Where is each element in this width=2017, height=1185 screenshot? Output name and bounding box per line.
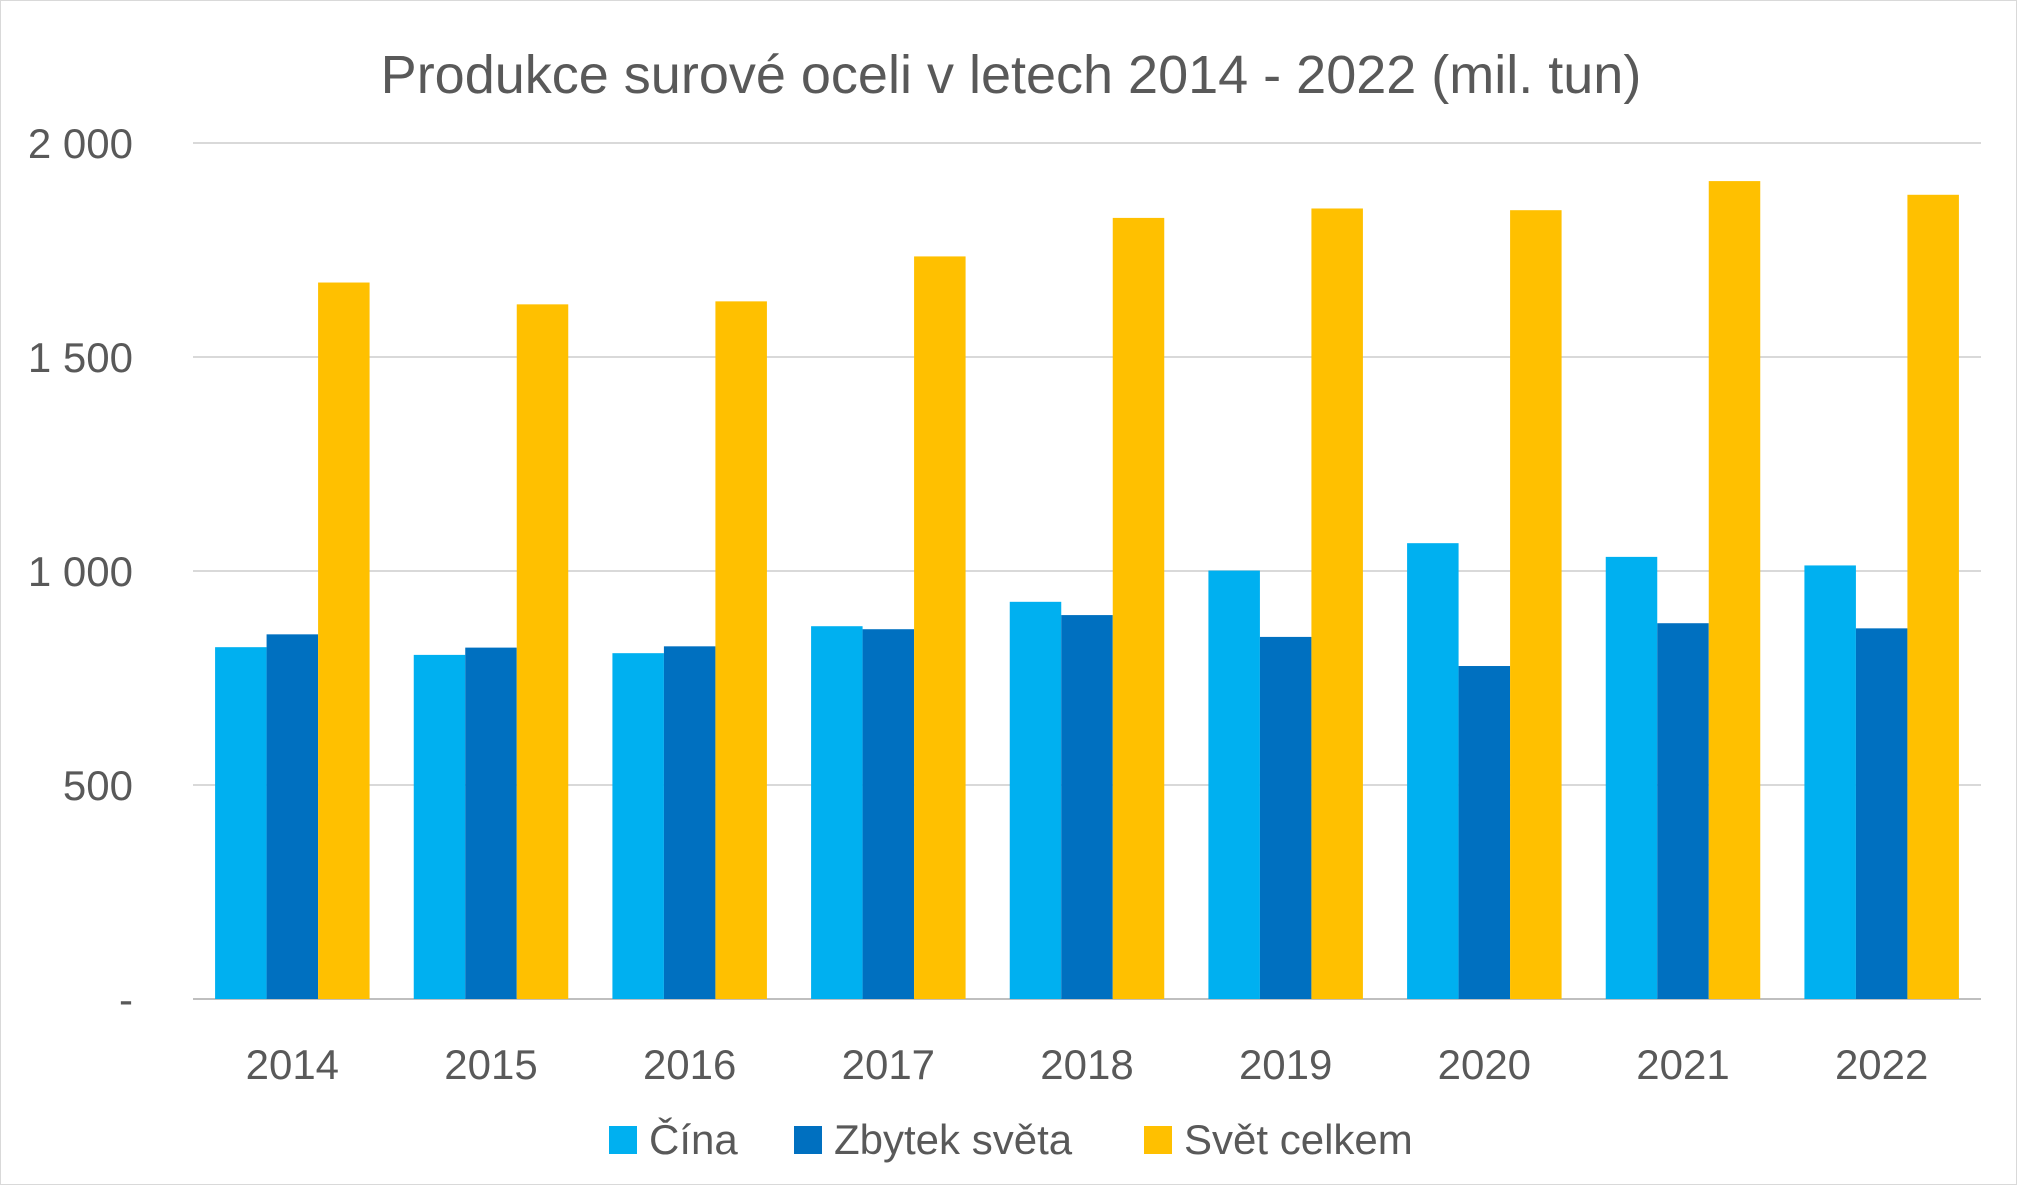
bar-2018-1 [1061,615,1113,999]
bar-2021-0 [1605,556,1658,999]
x-tick-label: 2017 [842,1041,935,1088]
bar-2021-2 [1708,181,1761,1000]
legend-label: Čína [649,1116,738,1163]
legend: Čína Zbytek světa Svět celkem [609,1116,1413,1163]
bar-2019-0 [1208,570,1260,999]
bar-2015-2 [516,304,569,1000]
bar-2016-1 [663,646,716,999]
legend-swatch [1144,1126,1172,1154]
y-tick-label: 500 [63,762,133,809]
bar-2014-1 [266,634,319,999]
bar-2017-0 [811,626,863,999]
legend-swatch [794,1126,822,1154]
y-tick-label: - [119,976,133,1023]
chart-title: Produkce surové oceli v letech 2014 - 20… [381,45,1642,105]
y-tick-label: 1 000 [28,548,133,595]
x-tick-label: 2021 [1636,1041,1729,1088]
x-tick-label: 2022 [1835,1041,1928,1088]
bar-2018-2 [1112,217,1165,999]
y-axis-tick-labels: - 500 1 000 1 500 2 000 [28,120,133,1023]
bar-2019-2 [1311,208,1363,999]
x-tick-label: 2016 [643,1041,736,1088]
bar-2015-0 [413,654,466,999]
x-tick-label: 2018 [1040,1041,1133,1088]
bars [215,181,1959,1000]
bar-2021-1 [1657,623,1709,999]
bar-2019-1 [1259,636,1312,999]
legend-label: Zbytek světa [834,1116,1073,1163]
bar-2020-0 [1407,543,1459,999]
bar-2022-0 [1804,565,1856,999]
y-tick-label: 1 500 [28,334,133,381]
y-tick-label: 2 000 [28,120,133,167]
bar-2016-0 [612,653,664,999]
bar-2020-1 [1458,666,1511,999]
bar-2017-1 [862,629,915,999]
bar-2015-1 [465,647,517,999]
legend-swatch [609,1126,637,1154]
bar-2016-2 [715,301,767,999]
bar-2014-2 [318,282,370,999]
x-tick-label: 2015 [444,1041,537,1088]
x-tick-label: 2020 [1438,1041,1531,1088]
x-axis-tick-labels: 2014 2015 2016 2017 2018 2019 2020 2021 2022 [246,1041,1929,1088]
bar-2014-0 [215,647,267,999]
bar-2022-2 [1907,194,1959,1000]
bar-2018-0 [1009,601,1062,999]
bar-2020-2 [1510,210,1562,1000]
legend-label: Svět celkem [1184,1116,1413,1163]
x-tick-label: 2014 [246,1041,339,1088]
x-tick-label: 2019 [1239,1041,1332,1088]
bar-2017-2 [914,256,966,999]
bar-2022-1 [1855,628,1908,999]
